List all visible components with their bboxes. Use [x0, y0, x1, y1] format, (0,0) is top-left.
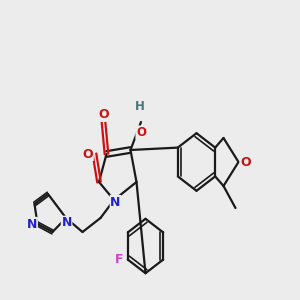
Text: N: N — [61, 216, 72, 229]
Text: N: N — [27, 218, 37, 230]
Text: N: N — [110, 196, 121, 208]
Text: O: O — [240, 155, 251, 169]
Text: O: O — [98, 108, 109, 121]
Text: H: H — [135, 100, 144, 112]
Text: F: F — [115, 253, 123, 266]
Text: O: O — [136, 126, 146, 139]
Text: O: O — [82, 148, 93, 160]
